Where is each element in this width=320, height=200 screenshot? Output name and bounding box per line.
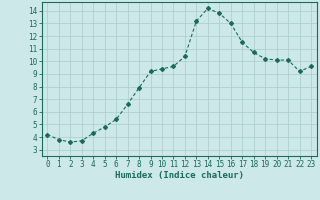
- X-axis label: Humidex (Indice chaleur): Humidex (Indice chaleur): [115, 171, 244, 180]
